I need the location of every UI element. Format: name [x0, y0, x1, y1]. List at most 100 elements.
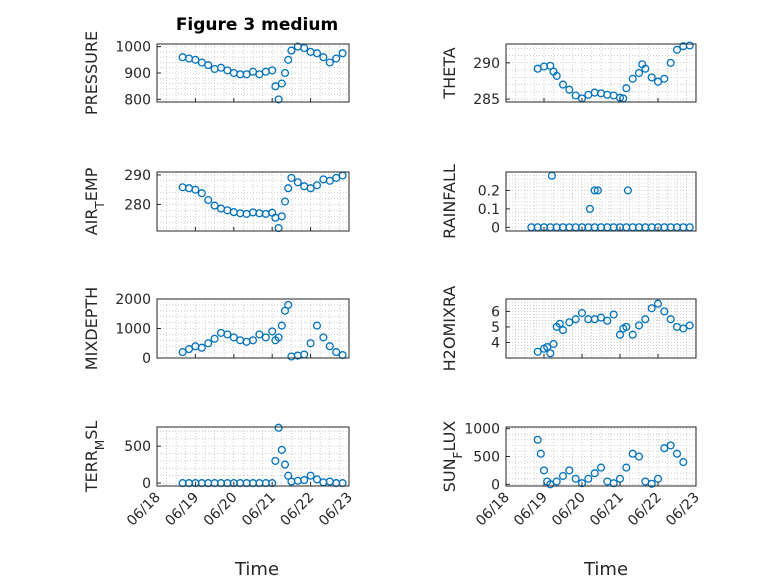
- data-point: [284, 55, 293, 64]
- data-point: [338, 49, 347, 58]
- data-point: [306, 339, 315, 348]
- data-point: [571, 91, 580, 100]
- y-tick-label: 0: [142, 476, 151, 492]
- data-point: [546, 349, 555, 358]
- data-point: [628, 74, 637, 83]
- data-point: [204, 339, 213, 348]
- x-tick-label: 06/21: [239, 490, 279, 530]
- data-point: [660, 444, 669, 453]
- y-axis-label: H2OMIXRA: [440, 286, 459, 372]
- data-point: [593, 186, 602, 195]
- data-series: [178, 42, 347, 104]
- data-point: [558, 471, 568, 481]
- data-point: [555, 319, 564, 328]
- axes-box: [505, 171, 697, 232]
- data-point: [255, 330, 264, 339]
- subplot-rainfall: 0 0.1 0.2 RAINFALL: [440, 164, 697, 239]
- y-tick-label: 6: [491, 304, 500, 320]
- minor-grid: [505, 44, 697, 102]
- data-point: [577, 308, 587, 318]
- x-tick-label: 06/22: [625, 490, 665, 530]
- y-tick-label: 280: [124, 197, 151, 213]
- data-point: [274, 95, 283, 104]
- plot-area: [506, 427, 696, 486]
- data-point: [543, 343, 552, 352]
- figure-title: Figure 3 medium: [176, 15, 338, 35]
- data-point: [197, 189, 206, 198]
- data-point: [306, 184, 315, 193]
- y-tick-label: 500: [124, 439, 151, 455]
- data-point: [622, 463, 631, 472]
- data-point: [319, 53, 328, 62]
- data-point: [268, 327, 277, 336]
- data-point: [533, 435, 542, 444]
- data-point: [280, 197, 290, 206]
- data-point: [685, 41, 694, 50]
- y-axis-label: MIXDEPTH: [82, 287, 101, 370]
- data-point: [634, 68, 644, 78]
- data-point: [571, 474, 580, 483]
- data-series: [533, 41, 694, 103]
- x-tick-label: 06/23: [316, 490, 356, 530]
- data-point: [204, 195, 213, 205]
- y-tick-label: 290: [124, 168, 151, 184]
- data-point: [325, 342, 334, 351]
- subplot-pressure: 800 900 1000 PRESSURE: [82, 31, 350, 115]
- data-point: [628, 330, 637, 339]
- axes-box: [156, 426, 350, 487]
- axes-box: [505, 43, 697, 103]
- plot-area: [506, 44, 696, 102]
- data-point: [533, 347, 542, 356]
- y-tick-label: 900: [124, 66, 151, 82]
- data-point: [312, 181, 322, 190]
- data-point: [210, 334, 219, 343]
- y-tick-label: 290: [473, 56, 500, 72]
- data-point: [546, 480, 555, 489]
- y-tick-label: 0: [491, 220, 500, 236]
- data-point: [596, 463, 606, 472]
- x-tick-label: 06/18: [473, 490, 513, 530]
- data-point: [178, 348, 187, 357]
- data-point: [672, 45, 682, 54]
- y-tick-label: 0.1: [478, 202, 500, 218]
- data-point: [666, 58, 675, 67]
- data-point: [622, 322, 631, 331]
- data-point: [325, 58, 334, 67]
- y-axis-label: TERRMSL: [82, 421, 107, 494]
- data-point: [549, 339, 558, 349]
- data-point: [615, 330, 625, 339]
- data-point: [565, 85, 574, 94]
- minor-grid: [505, 427, 697, 486]
- x-tick-label: 06/21: [587, 490, 627, 530]
- data-point: [634, 452, 644, 461]
- data-point: [284, 471, 293, 480]
- y-tick-label: 5: [491, 320, 500, 336]
- data-point: [277, 79, 286, 88]
- data-point: [571, 315, 580, 324]
- data-point: [590, 186, 599, 195]
- data-point: [603, 316, 612, 325]
- data-point: [325, 176, 334, 185]
- data-point: [332, 54, 341, 63]
- data-point: [584, 474, 593, 483]
- data-point: [284, 300, 293, 309]
- data-point: [268, 66, 277, 75]
- y-tick-label: 0: [491, 477, 500, 493]
- y-tick-label: 0.2: [478, 183, 500, 199]
- x-tick-label: 06/19: [511, 490, 551, 530]
- y-tick-label: 500: [473, 450, 500, 466]
- data-point: [634, 321, 644, 330]
- data-point: [558, 326, 568, 335]
- data-point: [666, 315, 675, 324]
- data-point: [280, 460, 290, 469]
- data-point: [312, 49, 322, 58]
- data-point: [223, 330, 232, 339]
- x-axis-label-left: Time: [234, 559, 279, 580]
- data-point: [536, 449, 545, 458]
- data-point: [660, 307, 669, 316]
- data-point: [287, 46, 296, 55]
- data-point: [622, 84, 631, 93]
- y-tick-label: 4: [491, 335, 500, 351]
- y-tick-label: 1000: [115, 322, 151, 338]
- subplot-grid: 800 900 1000 PRESSURE 285 290 THETA 280 290 AIRTE…: [82, 31, 703, 529]
